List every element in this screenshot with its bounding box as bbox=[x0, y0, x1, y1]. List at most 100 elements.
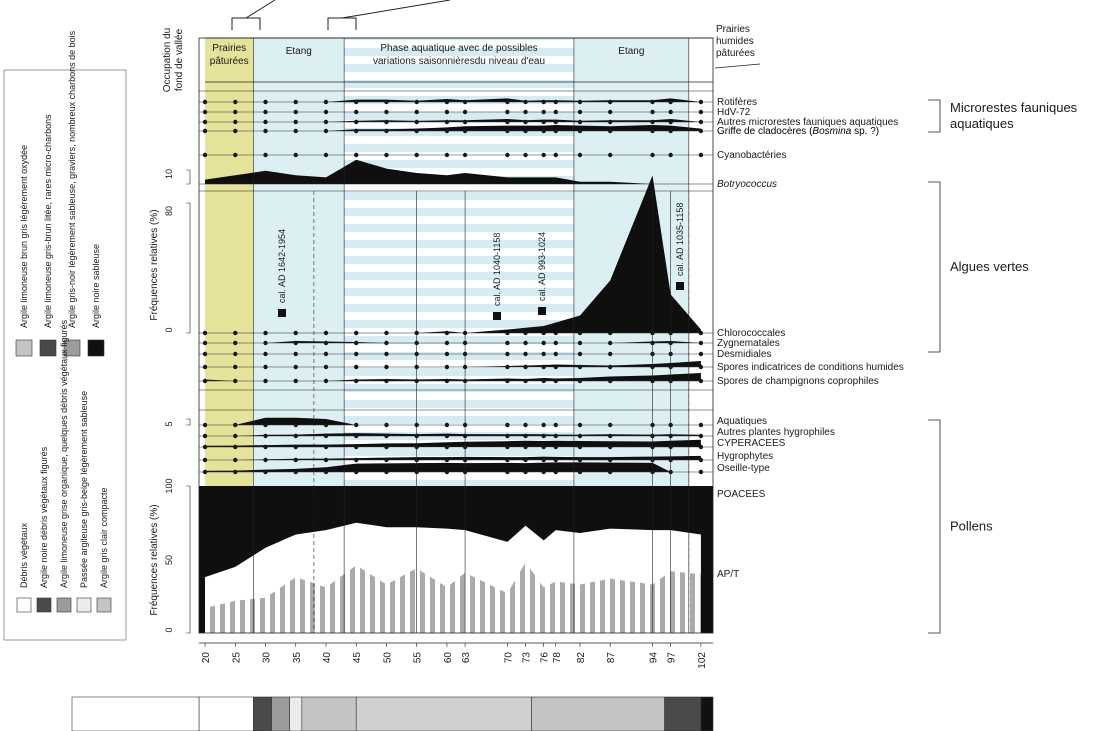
text-layer: Prairies pâturées Etang Phase aquatique ave… bbox=[19, 24, 1078, 669]
series-label: POACEES bbox=[717, 489, 766, 500]
zone-label: Etang bbox=[286, 46, 312, 57]
ap-t-area bbox=[205, 562, 701, 633]
legend-label: Argile gris-noir légèrement sableuse, gr… bbox=[67, 30, 77, 328]
plot-frame bbox=[198, 37, 714, 634]
bracket bbox=[327, 0, 451, 30]
depth-tick-label: 40 bbox=[322, 652, 333, 664]
depth-tick-label: 70 bbox=[503, 652, 514, 664]
area-mark bbox=[205, 119, 701, 122]
series-label: HdV-72 bbox=[717, 107, 751, 118]
litho-layer bbox=[531, 696, 665, 731]
legend-label: Passée argileuse gris-beige légèrement s… bbox=[79, 391, 89, 588]
zone-label: Etang bbox=[618, 46, 644, 57]
legend-swatch bbox=[15, 339, 33, 357]
group-label: Microrestes fauniques bbox=[950, 100, 1078, 115]
area-mark bbox=[205, 98, 701, 102]
series-label: Aquatiques bbox=[717, 416, 767, 427]
series-label: Rotifères bbox=[717, 97, 757, 108]
depth-tick-label: 76 bbox=[540, 652, 551, 664]
litho-layer bbox=[355, 696, 532, 731]
depth-tick-label: 94 bbox=[649, 652, 660, 664]
right-header-label: Prairies bbox=[716, 24, 750, 35]
legend-swatch bbox=[87, 339, 105, 357]
area-mark bbox=[205, 341, 701, 343]
depth-tick-label: 45 bbox=[352, 652, 363, 664]
depth-tick-label: 63 bbox=[461, 652, 472, 664]
series-label: CYPERACEES bbox=[717, 438, 786, 449]
zone-label: pâturées bbox=[210, 56, 249, 67]
area-mark bbox=[205, 361, 701, 367]
depth-tick-label: 97 bbox=[667, 652, 678, 664]
series-label: Chlorococcales bbox=[717, 328, 785, 339]
series-label: Cyanobactéries bbox=[717, 150, 786, 161]
scale-bracket bbox=[186, 169, 191, 185]
area-mark bbox=[205, 433, 701, 436]
legend-swatch bbox=[56, 597, 72, 613]
scale-label: 5 bbox=[164, 421, 174, 426]
date-label: cal. AD 1040-1158 bbox=[492, 233, 502, 306]
legend-swatch bbox=[36, 597, 52, 613]
litho-layer bbox=[301, 696, 357, 731]
litho-layer bbox=[664, 696, 702, 731]
depth-tick-label: 78 bbox=[552, 652, 563, 664]
legend-label: Argile noire débris végétaux figurés bbox=[39, 446, 49, 588]
litho-layer bbox=[198, 696, 254, 731]
series-label: Griffe de cladocères (Bosmina sp. ?) bbox=[717, 126, 879, 137]
series-label: Spores indicatrices de conditions humide… bbox=[717, 362, 904, 373]
y-axis-label: Fréquences relatives (%) bbox=[149, 209, 160, 320]
group-bracket bbox=[928, 99, 941, 133]
legend-swatch bbox=[63, 339, 81, 357]
series-label: Zygnematales bbox=[717, 338, 780, 349]
scale-bracket bbox=[186, 202, 191, 334]
legend-swatch bbox=[96, 597, 112, 613]
date-label: cal. AD 993-1024 bbox=[537, 232, 547, 301]
date-marker bbox=[676, 282, 684, 290]
area-mark bbox=[205, 417, 701, 425]
right-header-label: pâturées bbox=[716, 48, 755, 59]
scale-bracket bbox=[186, 485, 191, 634]
litho-layer bbox=[253, 696, 272, 731]
depth-tick-label: 82 bbox=[576, 652, 587, 664]
date-marker bbox=[278, 309, 286, 317]
depth-tick-label: 102 bbox=[697, 652, 708, 669]
y-axis-label: Fréquences relatives (%) bbox=[149, 504, 160, 615]
legend-swatch bbox=[76, 597, 92, 613]
bracket bbox=[231, 0, 276, 30]
date-marker bbox=[538, 307, 546, 315]
series-label: AP/T bbox=[717, 569, 739, 580]
depth-tick-label: 35 bbox=[292, 652, 303, 664]
depth-tick-label: 60 bbox=[443, 652, 454, 664]
litho-layer bbox=[271, 696, 291, 731]
group-label: aquatiques bbox=[950, 116, 1014, 131]
legend-label: Argile limoneuse grise organique, quelqu… bbox=[59, 319, 69, 588]
litho-layer bbox=[289, 696, 303, 731]
depth-tick-label: 25 bbox=[231, 652, 242, 664]
depth-tick-label: 30 bbox=[262, 652, 273, 664]
group-bracket bbox=[928, 181, 941, 353]
series-label: Oseille-type bbox=[717, 463, 770, 474]
depth-tick-label: 50 bbox=[382, 652, 393, 664]
scale-label: 100 bbox=[164, 478, 174, 493]
scale-label: 10 bbox=[164, 169, 174, 179]
group-bracket bbox=[928, 419, 941, 634]
series-label: Autres microrestes fauniques aquatiques bbox=[717, 117, 898, 128]
litho-layer bbox=[71, 696, 200, 731]
right-header-line bbox=[714, 63, 761, 69]
scale-label: 0 bbox=[164, 327, 174, 332]
legend-swatch bbox=[39, 339, 57, 357]
date-label: cal. AD 1642-1954 bbox=[277, 229, 287, 303]
area-mark bbox=[205, 455, 701, 460]
legend-label: Argile noire sableuse bbox=[91, 244, 101, 328]
area-mark bbox=[205, 462, 701, 472]
depth-tick-label: 87 bbox=[606, 652, 617, 664]
depth-tick-label: 55 bbox=[413, 652, 424, 664]
right-header-label: humides bbox=[716, 36, 754, 47]
legend-label: Débris végétaux bbox=[19, 522, 29, 588]
scale-label: 0 bbox=[164, 627, 174, 632]
depth-tick-label: 20 bbox=[201, 652, 212, 664]
scale-bracket bbox=[186, 418, 191, 426]
legend-label: Argile limoneuse brun gris légèrement ox… bbox=[19, 145, 29, 328]
zone-label: Phase aquatique avec de possibles bbox=[380, 43, 537, 54]
series-label: Hygrophytes bbox=[717, 451, 773, 462]
zone-label: variations saisonnièresdu niveau d'eau bbox=[373, 56, 545, 67]
